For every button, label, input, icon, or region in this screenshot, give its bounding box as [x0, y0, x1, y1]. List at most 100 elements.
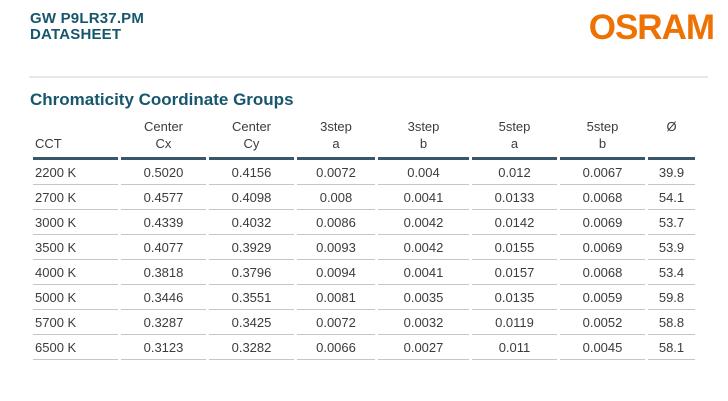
value-cell: 0.0042	[378, 235, 469, 260]
value-cell: 0.0068	[560, 185, 645, 210]
cct-cell: 3000 K	[33, 210, 118, 235]
section-title: Chromaticity Coordinate Groups	[30, 90, 294, 109]
value-cell: 0.0035	[378, 285, 469, 310]
table-row: 3000 K 0.4339 0.4032 0.0086 0.0042 0.0142 0.00…	[33, 210, 695, 235]
column-header-a: 5step a	[472, 118, 557, 160]
value-cell: 0.4098	[209, 185, 294, 210]
value-cell: 53.7	[648, 210, 695, 235]
value-cell: 0.3818	[121, 260, 206, 285]
osram-logo: OSRAM	[588, 8, 715, 47]
table-row: 4000 K 0.3818 0.3796 0.0094 0.0041 0.0157 0.00…	[33, 260, 695, 285]
column-header-cct: CCT	[33, 118, 118, 160]
cct-cell: 5000 K	[33, 285, 118, 310]
table-header: CCT Center Cx Center Cy 3step a 3step b 5step a 5st…	[33, 118, 695, 160]
value-cell: 0.0086	[297, 210, 375, 235]
value-cell: 0.008	[297, 185, 375, 210]
column-header-b: 3step b	[378, 118, 469, 160]
value-cell: 0.0052	[560, 310, 645, 335]
value-cell: 0.0032	[378, 310, 469, 335]
column-header-line1: Center	[143, 119, 184, 134]
column-header-line2: Cx	[155, 136, 172, 151]
value-cell: 0.0157	[472, 260, 557, 285]
column-header-line1: 3step	[320, 119, 352, 134]
column-header-cy: Center Cy	[209, 118, 294, 160]
value-cell: 0.0059	[560, 285, 645, 310]
column-header-line1	[35, 118, 118, 135]
value-cell: 0.0142	[472, 210, 557, 235]
value-cell: 54.1	[648, 185, 695, 210]
value-cell: 0.0041	[378, 185, 469, 210]
column-header-line2: b	[419, 136, 428, 151]
header-divider	[29, 76, 708, 78]
column-header-line2: a	[332, 136, 340, 151]
column-header-line2: CCT	[35, 136, 62, 151]
value-cell: 0.0133	[472, 185, 557, 210]
value-cell: 0.3551	[209, 285, 294, 310]
value-cell: 0.0068	[560, 260, 645, 285]
value-cell: 0.011	[472, 335, 557, 360]
value-cell: 0.0041	[378, 260, 469, 285]
cct-cell: 6500 K	[33, 335, 118, 360]
value-cell: 0.0027	[378, 335, 469, 360]
table-row: 2700 K 0.4577 0.4098 0.008 0.0041 0.0133 0.006…	[33, 185, 695, 210]
table-header-row: CCT Center Cx Center Cy 3step a 3step b 5step a 5st…	[33, 118, 695, 160]
cct-cell: 4000 K	[33, 260, 118, 285]
column-header-a: 3step a	[297, 118, 375, 160]
column-header-line1: 5step	[498, 119, 531, 134]
value-cell: 0.0069	[560, 235, 645, 260]
cct-cell: 3500 K	[33, 235, 118, 260]
value-cell: 0.0045	[560, 335, 645, 360]
value-cell: 0.0093	[297, 235, 375, 260]
column-header-line1: Center	[231, 119, 272, 134]
value-cell: 0.0155	[472, 235, 557, 260]
value-cell: 0.3425	[209, 310, 294, 335]
table-row: 5700 K 0.3287 0.3425 0.0072 0.0032 0.0119 0.00…	[33, 310, 695, 335]
value-cell: 0.0119	[472, 310, 557, 335]
value-cell: 0.004	[378, 160, 469, 185]
value-cell: 0.4339	[121, 210, 206, 235]
value-cell: 0.4077	[121, 235, 206, 260]
column-header-b: 5step b	[560, 118, 645, 160]
column-header-cx: Center Cx	[121, 118, 206, 160]
value-cell: 0.5020	[121, 160, 206, 185]
cct-cell: 2200 K	[33, 160, 118, 185]
value-cell: 0.3446	[121, 285, 206, 310]
value-cell: 59.8	[648, 285, 695, 310]
value-cell: 0.0135	[472, 285, 557, 310]
value-cell: 53.4	[648, 260, 695, 285]
value-cell: 0.0072	[297, 160, 375, 185]
value-cell: 0.0094	[297, 260, 375, 285]
value-cell: 0.3123	[121, 335, 206, 360]
column-header-line2	[648, 135, 695, 152]
column-header-ø: Ø	[648, 118, 695, 160]
value-cell: 0.3929	[209, 235, 294, 260]
value-cell: 0.0066	[297, 335, 375, 360]
value-cell: 0.0069	[560, 210, 645, 235]
value-cell: 0.3282	[209, 335, 294, 360]
document-header: GW P9LR37.PM DATASHEET	[30, 11, 144, 43]
value-cell: 0.0072	[297, 310, 375, 335]
value-cell: 0.4577	[121, 185, 206, 210]
column-header-line2: a	[510, 136, 519, 151]
value-cell: 39.9	[648, 160, 695, 185]
value-cell: 0.4156	[209, 160, 294, 185]
column-header-line2: b	[598, 136, 607, 151]
table-row: 6500 K 0.3123 0.3282 0.0066 0.0027 0.011 0.004…	[33, 335, 695, 360]
value-cell: 58.8	[648, 310, 695, 335]
cct-cell: 2700 K	[33, 185, 118, 210]
table-row: 3500 K 0.4077 0.3929 0.0093 0.0042 0.0155 0.00…	[33, 235, 695, 260]
cct-cell: 5700 K	[33, 310, 118, 335]
product-name: GW P9LR37.PM	[30, 10, 145, 27]
table-row: 2200 K 0.5020 0.4156 0.0072 0.004 0.012 0.0067…	[33, 160, 695, 185]
value-cell: 0.0081	[297, 285, 375, 310]
chromaticity-table: CCT Center Cx Center Cy 3step a 3step b 5step a 5st…	[30, 118, 698, 360]
value-cell: 0.0067	[560, 160, 645, 185]
value-cell: 0.0042	[378, 210, 469, 235]
value-cell: 0.3287	[121, 310, 206, 335]
table-body: 2200 K 0.5020 0.4156 0.0072 0.004 0.012 0.0067…	[33, 160, 695, 360]
column-header-line1: 5step	[586, 119, 619, 134]
table-row: 5000 K 0.3446 0.3551 0.0081 0.0035 0.0135 0.00…	[33, 285, 695, 310]
document-type: DATASHEET	[30, 26, 122, 43]
column-header-line1: 3step	[407, 119, 440, 134]
